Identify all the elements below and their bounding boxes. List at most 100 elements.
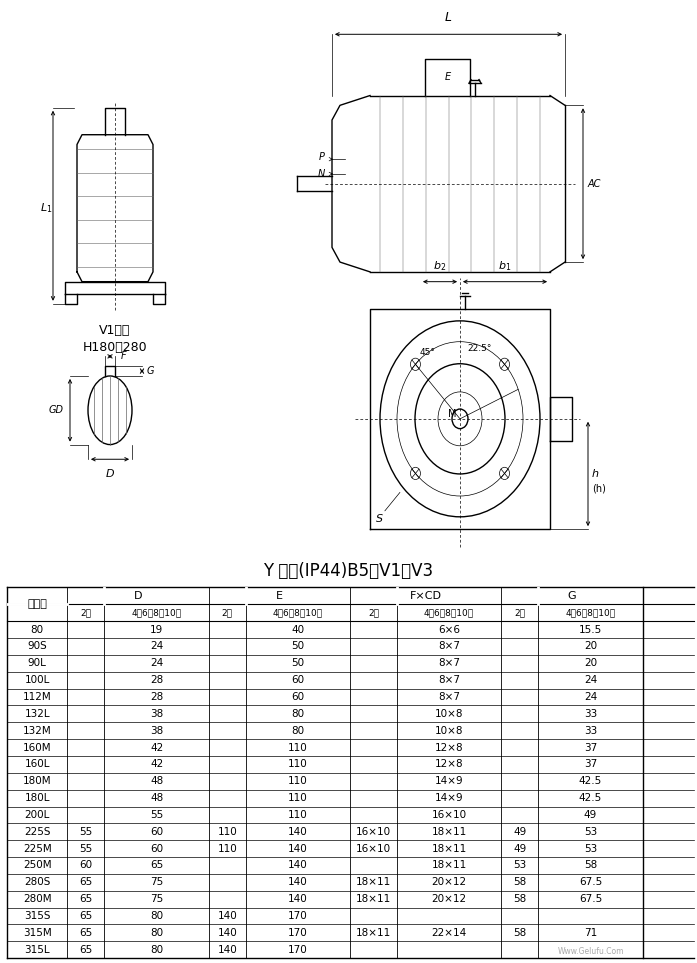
Text: 12×8: 12×8 xyxy=(435,760,464,769)
Text: 2极: 2极 xyxy=(368,609,379,617)
Text: 18×11: 18×11 xyxy=(356,895,391,904)
Text: 10×8: 10×8 xyxy=(435,709,464,718)
Text: 4、6、8、10极: 4、6、8、10极 xyxy=(132,609,182,617)
Text: 280M: 280M xyxy=(23,895,52,904)
Text: AC: AC xyxy=(588,179,602,189)
Text: 60: 60 xyxy=(291,692,305,702)
Text: 45°: 45° xyxy=(420,349,436,357)
Text: 132L: 132L xyxy=(24,709,50,718)
Text: 20×12: 20×12 xyxy=(431,895,467,904)
Text: 19: 19 xyxy=(150,625,163,635)
Text: 8×7: 8×7 xyxy=(438,692,460,702)
Text: 42: 42 xyxy=(150,742,163,752)
Text: E: E xyxy=(445,72,450,82)
Text: 37: 37 xyxy=(584,742,597,752)
Text: $b_2$: $b_2$ xyxy=(434,259,447,273)
Text: D: D xyxy=(106,469,114,479)
Text: Y 系列(IP44)B5、V1、V3: Y 系列(IP44)B5、V1、V3 xyxy=(263,561,434,580)
Text: 140: 140 xyxy=(217,945,237,954)
Text: 58: 58 xyxy=(584,861,597,871)
Text: 65: 65 xyxy=(150,861,163,871)
Text: 140: 140 xyxy=(288,895,308,904)
Text: 16×10: 16×10 xyxy=(356,827,391,837)
Text: 28: 28 xyxy=(150,675,163,685)
Text: 48: 48 xyxy=(150,794,163,803)
Text: 180M: 180M xyxy=(23,776,52,786)
Text: 16×10: 16×10 xyxy=(431,810,467,820)
Text: 80: 80 xyxy=(150,928,163,938)
Text: E: E xyxy=(276,591,283,601)
Text: 58: 58 xyxy=(513,928,526,938)
Text: 58: 58 xyxy=(513,877,526,887)
Text: F: F xyxy=(121,351,127,361)
Text: 200L: 200L xyxy=(24,810,50,820)
Text: 60: 60 xyxy=(150,827,163,837)
Text: 55: 55 xyxy=(79,844,93,853)
Text: 80: 80 xyxy=(291,709,305,718)
Text: (h): (h) xyxy=(592,483,606,494)
Text: 90L: 90L xyxy=(28,659,47,668)
Text: 60: 60 xyxy=(291,675,305,685)
Text: 42: 42 xyxy=(150,760,163,769)
Text: 18×11: 18×11 xyxy=(356,877,391,887)
Text: M: M xyxy=(447,409,457,419)
Text: D: D xyxy=(134,591,142,601)
Text: 8×7: 8×7 xyxy=(438,641,460,651)
Text: 40: 40 xyxy=(291,625,305,635)
Text: 8×7: 8×7 xyxy=(438,675,460,685)
Text: 33: 33 xyxy=(584,726,597,736)
Text: 80: 80 xyxy=(31,625,44,635)
Text: 15.5: 15.5 xyxy=(579,625,602,635)
Text: 55: 55 xyxy=(150,810,163,820)
Text: 140: 140 xyxy=(288,861,308,871)
Text: P: P xyxy=(319,152,325,162)
Text: 10×8: 10×8 xyxy=(435,726,464,736)
Text: H180～280: H180～280 xyxy=(83,341,147,354)
Text: V1结构: V1结构 xyxy=(99,325,131,337)
Text: 6×6: 6×6 xyxy=(438,625,460,635)
Text: S: S xyxy=(376,514,383,525)
Text: 28: 28 xyxy=(150,692,163,702)
Text: 18×11: 18×11 xyxy=(431,844,467,853)
Text: 中心高: 中心高 xyxy=(27,599,47,610)
Text: 38: 38 xyxy=(150,726,163,736)
Text: 2极: 2极 xyxy=(222,609,233,617)
Text: 90S: 90S xyxy=(27,641,47,651)
Text: 315L: 315L xyxy=(24,945,50,954)
Text: 132M: 132M xyxy=(23,726,52,736)
Text: 180L: 180L xyxy=(24,794,50,803)
Text: 12×8: 12×8 xyxy=(435,742,464,752)
Text: 65: 65 xyxy=(79,877,93,887)
Text: 67.5: 67.5 xyxy=(579,877,602,887)
Text: 140: 140 xyxy=(288,877,308,887)
Text: h: h xyxy=(592,469,599,479)
Text: 75: 75 xyxy=(150,877,163,887)
Text: 65: 65 xyxy=(79,945,93,954)
Text: G: G xyxy=(147,366,155,377)
Text: $L_1$: $L_1$ xyxy=(40,201,52,215)
Text: 24: 24 xyxy=(150,659,163,668)
Text: 170: 170 xyxy=(288,945,308,954)
Text: 18×11: 18×11 xyxy=(431,861,467,871)
Text: 37: 37 xyxy=(584,760,597,769)
Text: 55: 55 xyxy=(79,827,93,837)
Text: 60: 60 xyxy=(79,861,93,871)
Text: 24: 24 xyxy=(584,675,597,685)
Text: 110: 110 xyxy=(288,742,308,752)
Text: 140: 140 xyxy=(217,928,237,938)
Text: 53: 53 xyxy=(584,827,597,837)
Text: 53: 53 xyxy=(513,861,526,871)
Text: Www.Gelufu.Com: Www.Gelufu.Com xyxy=(558,948,624,956)
Text: 20: 20 xyxy=(584,659,597,668)
Text: 250M: 250M xyxy=(23,861,52,871)
Text: 80: 80 xyxy=(150,911,163,921)
Text: 225S: 225S xyxy=(24,827,50,837)
Text: 110: 110 xyxy=(288,760,308,769)
Text: 50: 50 xyxy=(291,659,305,668)
Text: 48: 48 xyxy=(150,776,163,786)
Text: 49: 49 xyxy=(513,844,526,853)
Text: 22×14: 22×14 xyxy=(431,928,467,938)
Text: 170: 170 xyxy=(288,928,308,938)
Text: 14×9: 14×9 xyxy=(435,794,464,803)
Text: 20×12: 20×12 xyxy=(431,877,467,887)
